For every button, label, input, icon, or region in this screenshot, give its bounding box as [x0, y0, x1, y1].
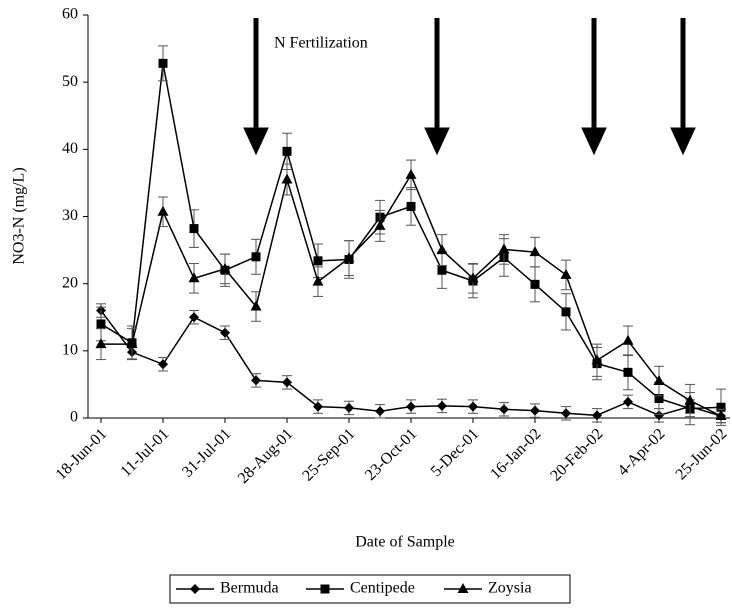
- marker: [716, 402, 726, 412]
- marker: [591, 354, 603, 365]
- y-tick-label: 40: [62, 140, 78, 157]
- marker: [592, 410, 602, 421]
- marker: [96, 319, 106, 329]
- marker: [654, 394, 664, 404]
- x-tick-label: 16-Jan-02: [487, 425, 544, 482]
- y-tick-label: 30: [62, 207, 78, 224]
- marker: [250, 300, 262, 311]
- marker: [437, 400, 447, 411]
- marker: [684, 394, 696, 405]
- marker: [126, 338, 138, 349]
- marker: [653, 375, 665, 386]
- marker: [312, 275, 324, 286]
- x-tick-label: 4-Apr-02: [615, 425, 669, 479]
- marker: [251, 375, 261, 386]
- x-tick-label: 25-Jun-02: [673, 425, 731, 483]
- marker: [95, 338, 107, 349]
- marker: [530, 405, 540, 416]
- marker: [375, 406, 385, 417]
- marker: [320, 584, 330, 594]
- marker: [219, 262, 231, 273]
- marker: [561, 408, 571, 419]
- x-axis-label: Date of Sample: [355, 534, 455, 551]
- x-tick-label: 31-Jul-01: [179, 425, 234, 480]
- marker: [313, 401, 323, 412]
- marker: [560, 268, 572, 279]
- y-axis-label: NO3-N (mg/L): [11, 167, 28, 264]
- marker: [188, 272, 200, 283]
- marker: [406, 201, 416, 211]
- marker: [561, 307, 571, 317]
- marker: [189, 224, 199, 234]
- marker: [282, 146, 292, 156]
- y-tick-label: 50: [62, 73, 78, 90]
- marker: [189, 312, 199, 323]
- legend-box: [169, 574, 571, 604]
- marker: [468, 401, 478, 412]
- y-tick-label: 60: [62, 6, 78, 23]
- marker: [282, 377, 292, 388]
- y-tick-label: 0: [70, 409, 78, 426]
- marker: [251, 252, 261, 262]
- marker: [457, 583, 469, 593]
- x-tick-label: 23-Oct-01: [362, 425, 421, 484]
- x-tick-label: 18-Jun-01: [53, 425, 111, 483]
- marker: [715, 409, 727, 420]
- y-tick-label: 20: [62, 274, 78, 291]
- marker: [654, 410, 664, 421]
- marker: [405, 168, 417, 179]
- x-tick-label: 20-Feb-02: [547, 425, 606, 484]
- marker: [622, 334, 634, 345]
- legend-label: Zoysia: [488, 580, 532, 597]
- legend-label: Bermuda: [220, 580, 279, 597]
- marker: [437, 265, 447, 275]
- marker: [157, 205, 169, 216]
- x-tick-label: 5-Dec-01: [428, 425, 483, 480]
- marker: [467, 272, 479, 283]
- marker: [344, 402, 354, 413]
- marker: [623, 396, 633, 407]
- marker: [436, 244, 448, 255]
- marker: [530, 279, 540, 289]
- marker: [220, 327, 230, 338]
- marker: [406, 401, 416, 412]
- annotation: N Fertilization: [274, 35, 368, 52]
- legend-label: Centipede: [350, 580, 415, 597]
- marker: [343, 252, 355, 263]
- fertilization-arrows: [243, 18, 696, 156]
- marker: [623, 367, 633, 377]
- marker: [313, 256, 323, 266]
- marker: [529, 246, 541, 257]
- x-tick-label: 25-Sep-01: [299, 425, 358, 484]
- marker: [281, 173, 293, 184]
- marker: [158, 359, 168, 370]
- marker: [498, 243, 510, 254]
- marker: [374, 219, 386, 230]
- marker: [499, 404, 509, 415]
- marker: [158, 58, 168, 68]
- x-tick-label: 11-Jul-01: [117, 425, 172, 480]
- x-tick-label: 28-Aug-01: [235, 425, 297, 487]
- marker: [190, 584, 200, 594]
- y-tick-label: 10: [62, 342, 78, 359]
